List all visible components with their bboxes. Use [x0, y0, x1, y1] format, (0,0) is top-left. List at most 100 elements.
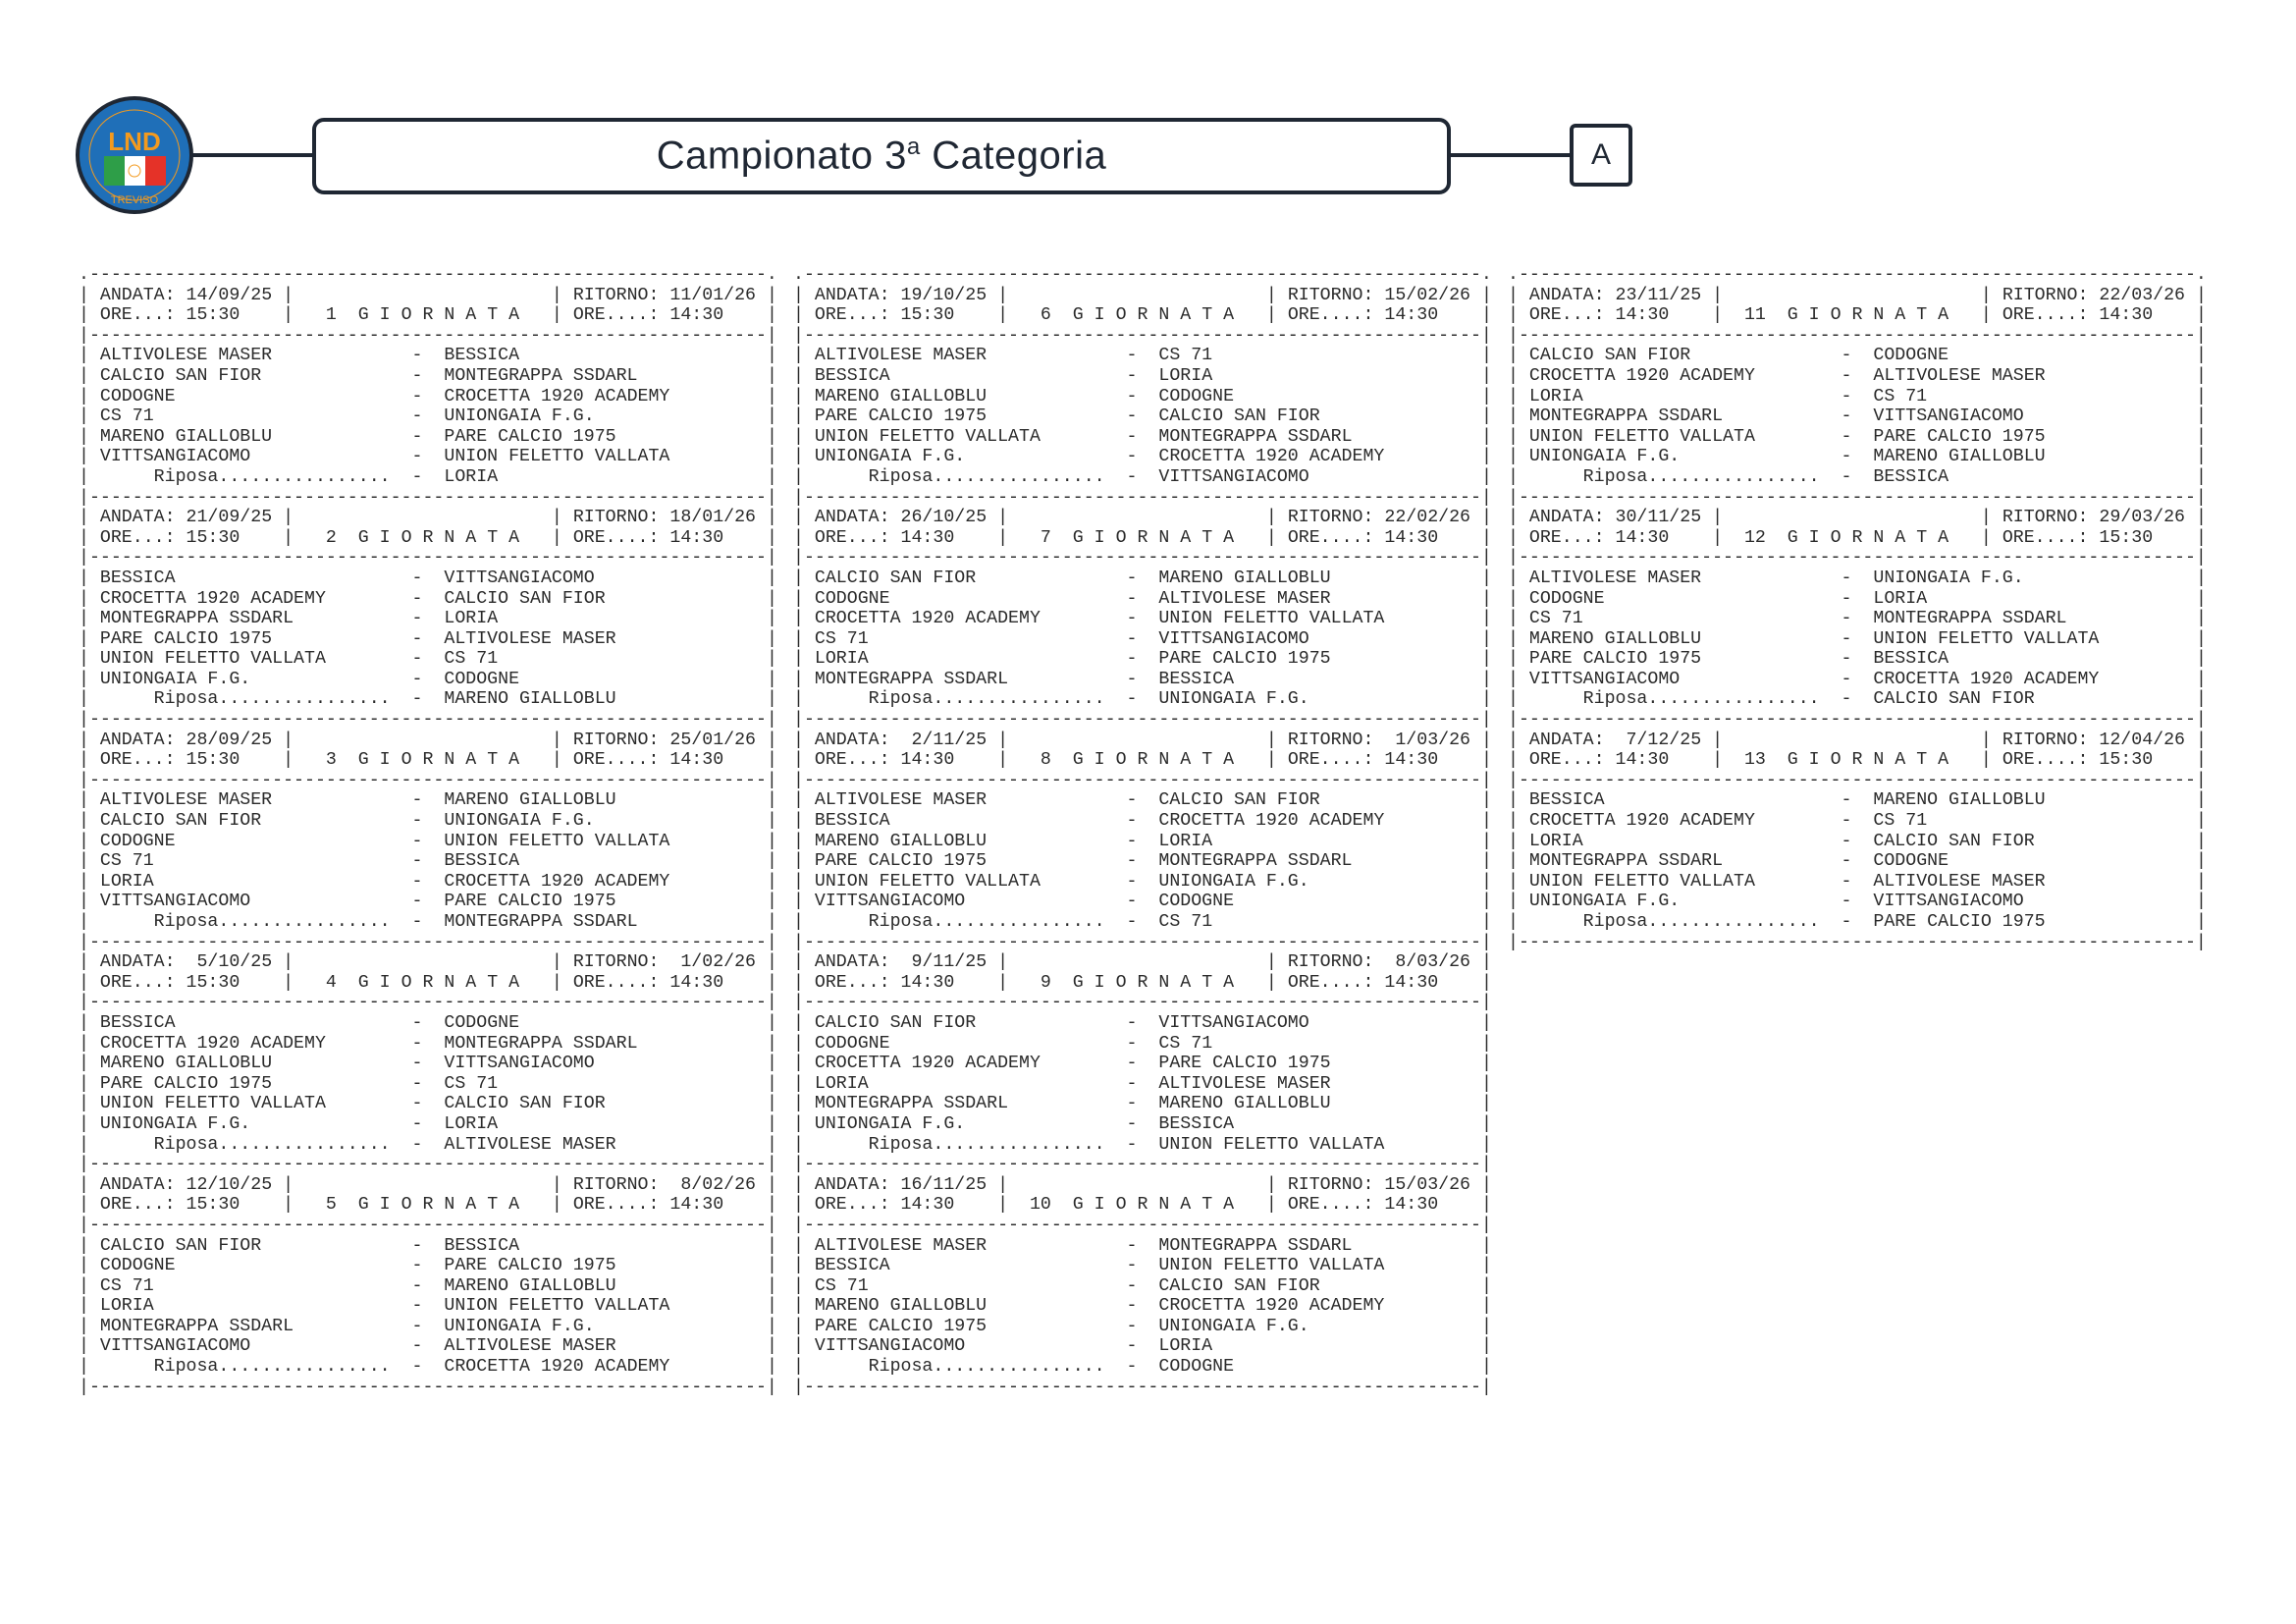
andata-label: ANDATA: [1528, 730, 1605, 750]
home-team: MONTEGRAPPA SSDARL [1528, 406, 1724, 427]
away-team: ALTIVOLESE MASER [444, 628, 616, 649]
home-team: BESSICA [814, 811, 890, 832]
home-team: UNIONGAIA F.G. [99, 1113, 251, 1134]
resting-team: CS 71 [1158, 912, 1213, 932]
andata-date: 21/09/25 [186, 508, 273, 528]
giornata-block: .---------------------------------------… [793, 265, 1492, 488]
home-team: CS 71 [99, 406, 154, 427]
ore-ritorno-time: 14:30 [1384, 305, 1439, 326]
home-team: UNION FELETTO VALLATA [99, 649, 326, 670]
giornata-block: |---------------------------------------… [793, 933, 1492, 1156]
match-row: | CALCIO SAN FIOR - VITTSANGIACOMO | [793, 1012, 1492, 1033]
divider: |---------------------------------------… [1508, 548, 2207, 568]
away-team: LORIA [1158, 1336, 1213, 1357]
times-row: | ORE...: 15:30 | 2 G I O R N A T A | OR… [79, 527, 777, 548]
home-team: UNIONGAIA F.G. [814, 447, 966, 467]
home-team: VITTSANGIACOMO [99, 892, 251, 912]
match-row: | ALTIVOLESE MASER - BESSICA | [79, 346, 777, 366]
match-row: | MARENO GIALLOBLU - UNION FELETTO VALLA… [1508, 628, 2207, 649]
divider: |---------------------------------------… [793, 770, 1492, 790]
home-team: UNION FELETTO VALLATA [1528, 871, 1755, 892]
svg-text:TREVISO: TREVISO [111, 194, 159, 206]
times-row: | ORE...: 15:30 | 6 G I O R N A T A | OR… [793, 305, 1492, 326]
match-row: | CROCETTA 1920 ACADEMY - ALTIVOLESE MAS… [1508, 365, 2207, 386]
ore-andata-label: ORE...: [99, 972, 176, 993]
home-team: ALTIVOLESE MASER [814, 346, 988, 366]
ritorno-label: RITORNO: [1287, 730, 1374, 750]
away-team: MARENO GIALLOBLU [1873, 790, 2046, 811]
giornata-number: 11 [1743, 305, 1766, 326]
riposa-label: Riposa................ [153, 1357, 391, 1378]
ore-ritorno-label: ORE....: [2002, 750, 2089, 771]
divider: |---------------------------------------… [1508, 487, 2207, 508]
andata-date: 7/12/25 [1626, 730, 1702, 750]
home-team: ALTIVOLESE MASER [1528, 568, 1702, 588]
home-team: CODOGNE [814, 1033, 890, 1054]
match-row: | BESSICA - MARENO GIALLOBLU | [1508, 790, 2207, 811]
away-team: UNIONGAIA F.G. [444, 811, 595, 832]
ore-andata-label: ORE...: [99, 305, 176, 326]
ritorno-label: RITORNO: [572, 730, 660, 750]
giornata-label: G I O R N A T A [357, 305, 520, 326]
away-team: BESSICA [444, 851, 520, 872]
dates-row: | ANDATA: 19/10/25 | | RITORNO: 15/02/26… [793, 285, 1492, 305]
home-team: MONTEGRAPPA SSDARL [814, 1094, 1009, 1114]
andata-label: ANDATA: [814, 1174, 890, 1195]
giornata-label: G I O R N A T A [1072, 527, 1235, 548]
giornata-number: 4 [325, 972, 337, 993]
match-row: | MARENO GIALLOBLU - CROCETTA 1920 ACADE… [793, 1296, 1492, 1317]
ore-andata-time: 15:30 [186, 527, 240, 548]
away-team: PARE CALCIO 1975 [1158, 1054, 1331, 1074]
riposa-label: Riposa................ [1582, 689, 1820, 710]
ore-ritorno-label: ORE....: [2002, 527, 2089, 548]
home-team: BESSICA [99, 1012, 176, 1033]
giornata-number: 5 [325, 1195, 337, 1216]
match-row: | CALCIO SAN FIOR - MONTEGRAPPA SSDARL | [79, 365, 777, 386]
match-row: | UNION FELETTO VALLATA - ALTIVOLESE MAS… [1508, 871, 2207, 892]
match-row: | MARENO GIALLOBLU - PARE CALCIO 1975 | [79, 426, 777, 447]
away-team: MONTEGRAPPA SSDARL [1158, 426, 1353, 447]
away-team: BESSICA [1158, 1113, 1235, 1134]
ore-andata-time: 14:30 [900, 972, 955, 993]
dates-row: | ANDATA: 30/11/25 | | RITORNO: 29/03/26… [1508, 508, 2207, 528]
divider: |---------------------------------------… [79, 1155, 777, 1175]
match-row: | MONTEGRAPPA SSDARL - BESSICA | [793, 669, 1492, 689]
ore-andata-label: ORE...: [814, 750, 890, 771]
ritorno-label: RITORNO: [572, 1174, 660, 1195]
divider: |---------------------------------------… [793, 548, 1492, 568]
divider: |---------------------------------------… [79, 993, 777, 1013]
home-team: MARENO GIALLOBLU [814, 386, 988, 406]
match-row: | ALTIVOLESE MASER - CS 71 | [793, 346, 1492, 366]
ore-ritorno-time: 14:30 [2099, 305, 2154, 326]
match-row: | PARE CALCIO 1975 - ALTIVOLESE MASER | [79, 628, 777, 649]
schedule-column-2: .---------------------------------------… [793, 265, 1492, 1397]
away-team: CODOGNE [444, 669, 520, 689]
away-team: CS 71 [1873, 811, 1928, 832]
divider: |---------------------------------------… [79, 710, 777, 731]
ore-ritorno-time: 14:30 [669, 750, 724, 771]
match-row: | MARENO GIALLOBLU - VITTSANGIACOMO | [79, 1054, 777, 1074]
ore-ritorno-time: 14:30 [1384, 972, 1439, 993]
home-team: MONTEGRAPPA SSDARL [814, 669, 1009, 689]
match-row: | LORIA - CROCETTA 1920 ACADEMY | [79, 871, 777, 892]
ore-ritorno-label: ORE....: [572, 527, 660, 548]
match-row: | VITTSANGIACOMO - CROCETTA 1920 ACADEMY… [1508, 669, 2207, 689]
away-team: PARE CALCIO 1975 [1158, 649, 1331, 670]
giornata-block: |---------------------------------------… [793, 488, 1492, 711]
giornata-label: G I O R N A T A [1787, 750, 1949, 771]
giornata-number: 9 [1040, 972, 1051, 993]
andata-date: 2/11/25 [911, 730, 988, 750]
andata-label: ANDATA: [1528, 285, 1605, 305]
ritorno-date: 22/03/26 [2099, 285, 2186, 305]
match-row: | CS 71 - CALCIO SAN FIOR | [793, 1275, 1492, 1296]
home-team: UNIONGAIA F.G. [1528, 892, 1681, 912]
resting-team: VITTSANGIACOMO [1158, 466, 1309, 487]
away-team: UNION FELETTO VALLATA [1158, 609, 1385, 629]
home-team: UNIONGAIA F.G. [814, 1113, 966, 1134]
resting-team: PARE CALCIO 1975 [1873, 912, 2046, 932]
giornata-number: 12 [1743, 527, 1766, 548]
away-team: PARE CALCIO 1975 [444, 426, 616, 447]
home-team: PARE CALCIO 1975 [1528, 649, 1702, 670]
andata-date: 19/10/25 [900, 285, 988, 305]
home-team: VITTSANGIACOMO [99, 1336, 251, 1357]
